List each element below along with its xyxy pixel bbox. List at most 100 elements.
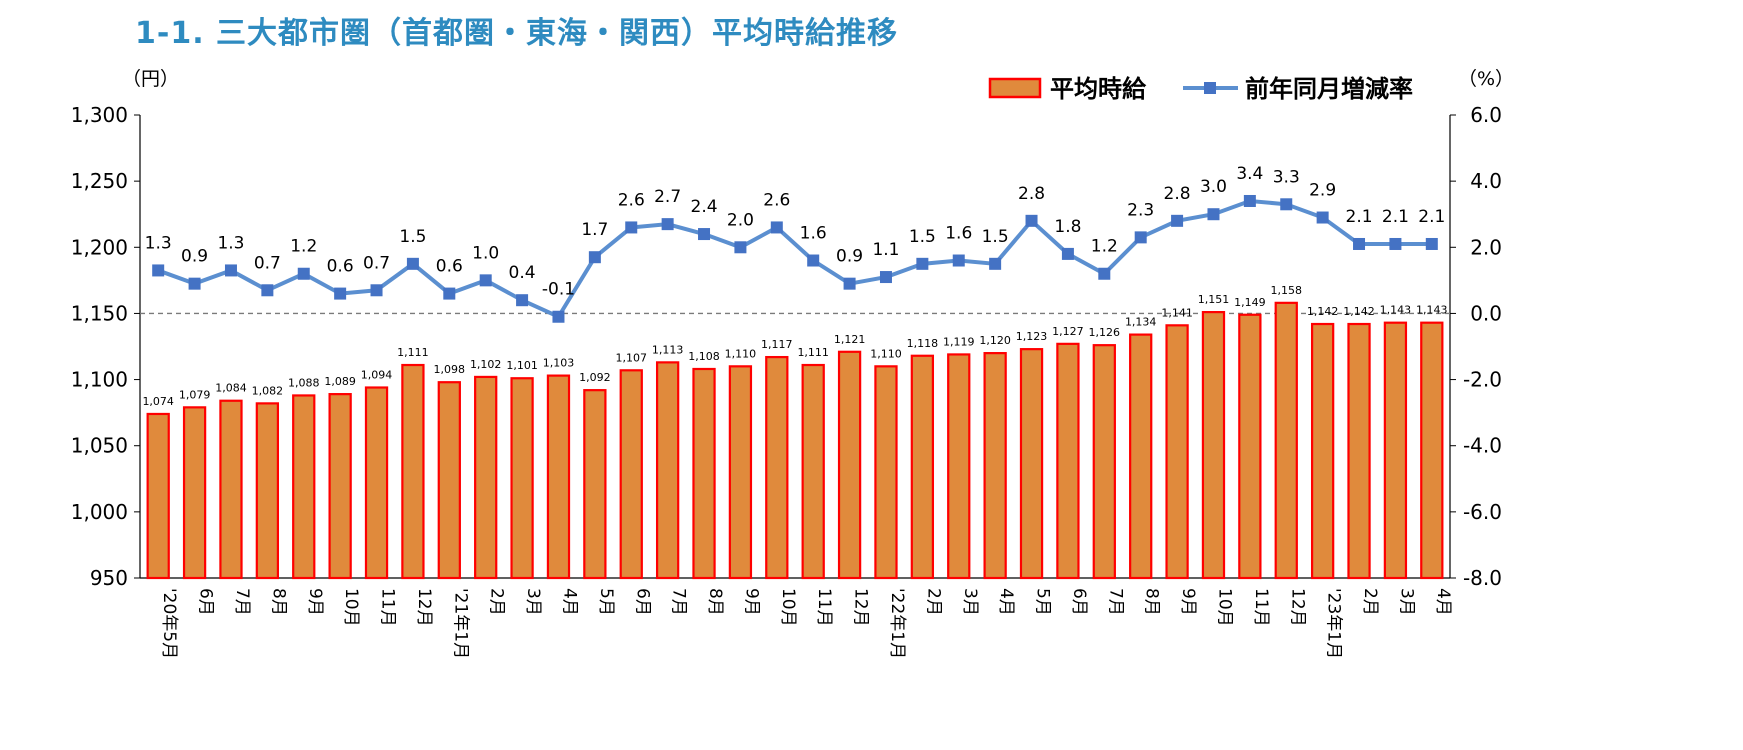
bar: [1092, 344, 1116, 580]
line-value-label: 1.5: [909, 227, 936, 247]
line-point: [625, 221, 638, 234]
legend-line-marker: [1204, 82, 1216, 94]
bar: [1201, 311, 1226, 580]
bar-value-label: 1,089: [324, 375, 356, 388]
line-value-label: 1.3: [217, 233, 244, 253]
bar: [583, 389, 607, 580]
bar-value-label: 1,143: [1416, 304, 1448, 317]
bar: [947, 353, 971, 580]
x-tick-label: 2月: [487, 588, 507, 616]
line-value-label: 0.7: [363, 253, 390, 273]
line-point: [879, 271, 892, 284]
line-value-label: 3.0: [1200, 177, 1227, 197]
left-tick-label: 950: [90, 566, 128, 590]
right-tick-label: 4.0: [1470, 169, 1502, 193]
right-tick-label: -8.0: [1463, 566, 1502, 590]
line-point: [297, 267, 310, 280]
bar: [546, 374, 571, 580]
bar-value-label: 1,092: [579, 371, 611, 384]
bar: [619, 369, 643, 580]
x-tick-label: 6月: [1069, 588, 1089, 616]
bar: [401, 363, 425, 580]
line-value-label: 2.9: [1309, 181, 1336, 201]
bar-value-label: 1,084: [215, 382, 247, 395]
left-tick-label: 1,000: [71, 500, 128, 524]
line-value-label: 1.1: [872, 240, 899, 260]
bar-value-label: 1,149: [1234, 296, 1266, 309]
line-value-label: 2.6: [618, 190, 645, 210]
line-point: [479, 274, 492, 287]
bar-value-label: 1,108: [688, 350, 720, 363]
left-tick-label: 1,200: [71, 235, 128, 259]
bar: [219, 399, 243, 580]
line-point: [1207, 208, 1220, 221]
line-value-label: 2.1: [1382, 207, 1409, 227]
bar: [1056, 342, 1080, 580]
bar-value-label: 1,111: [397, 346, 429, 359]
x-tick-label: 11月: [378, 588, 398, 627]
x-tick-label: 5月: [1033, 588, 1053, 616]
bar-value-label: 1,082: [252, 384, 284, 397]
x-tick-label: 9月: [1178, 588, 1198, 616]
x-tick-label: '22年1月: [887, 588, 907, 659]
line-point: [807, 254, 820, 267]
bar-value-label: 1,118: [907, 337, 939, 350]
line-point: [698, 228, 711, 241]
x-tick-label: 2月: [1360, 588, 1380, 616]
bar-value-label: 1,142: [1307, 305, 1339, 318]
line-value-label: 1.7: [581, 220, 608, 240]
bar: [874, 365, 898, 580]
left-tick-label: 1,100: [71, 368, 128, 392]
bar-value-label: 1,110: [870, 347, 902, 360]
line-point: [916, 257, 929, 270]
bar: [182, 406, 207, 580]
line-point: [770, 221, 783, 234]
bar: [1019, 348, 1044, 580]
line-value-label: 0.9: [836, 247, 863, 267]
line-point: [952, 254, 965, 267]
bar-value-label: 1,123: [1016, 330, 1048, 343]
x-tick-label: 12月: [1287, 588, 1307, 627]
x-tick-label: 6月: [196, 588, 216, 616]
x-tick-label: 10月: [778, 588, 798, 627]
bar-value-label: 1,127: [1052, 325, 1084, 338]
line-point: [1243, 194, 1256, 207]
right-axis-unit: （%）: [1458, 68, 1514, 90]
bar: [292, 394, 316, 580]
line-point: [1171, 214, 1184, 227]
line-point: [1134, 231, 1147, 244]
x-tick-label: 3月: [1396, 588, 1416, 616]
line-point: [1061, 247, 1074, 260]
line-value-label: 1.6: [800, 224, 827, 244]
line-value-label: 0.6: [436, 257, 463, 277]
bar-value-label: 1,126: [1089, 326, 1121, 339]
line-value-label: 1.2: [290, 237, 317, 257]
line-point: [370, 284, 383, 297]
bar-value-label: 1,134: [1125, 316, 1157, 329]
line-point: [843, 277, 856, 290]
legend-bar-swatch: [988, 77, 1042, 99]
line-point: [1389, 237, 1402, 250]
left-tick-label: 1,250: [71, 169, 128, 193]
bar: [1383, 321, 1408, 580]
bar: [1129, 333, 1153, 580]
line-value-label: 1.6: [945, 224, 972, 244]
bar-value-label: 1,119: [943, 335, 975, 348]
x-tick-label: 4月: [1433, 588, 1453, 616]
bar-value-label: 1,143: [1380, 304, 1412, 317]
bar: [655, 361, 680, 580]
bar-value-label: 1,088: [288, 376, 320, 389]
bar-value-label: 1,158: [1271, 284, 1303, 297]
line-value-label: -0.1: [542, 280, 575, 300]
bar-value-label: 1,079: [179, 388, 211, 401]
bar-value-label: 1,117: [761, 338, 793, 351]
left-tick-label: 1,150: [71, 301, 128, 325]
bar-value-label: 1,110: [725, 347, 757, 360]
bar-value-label: 1,141: [1161, 306, 1193, 319]
bar: [765, 355, 789, 580]
bar: [801, 363, 825, 580]
left-axis-unit: （円）: [122, 68, 179, 90]
line-value-label: 2.1: [1346, 207, 1373, 227]
bar: [1165, 324, 1189, 580]
